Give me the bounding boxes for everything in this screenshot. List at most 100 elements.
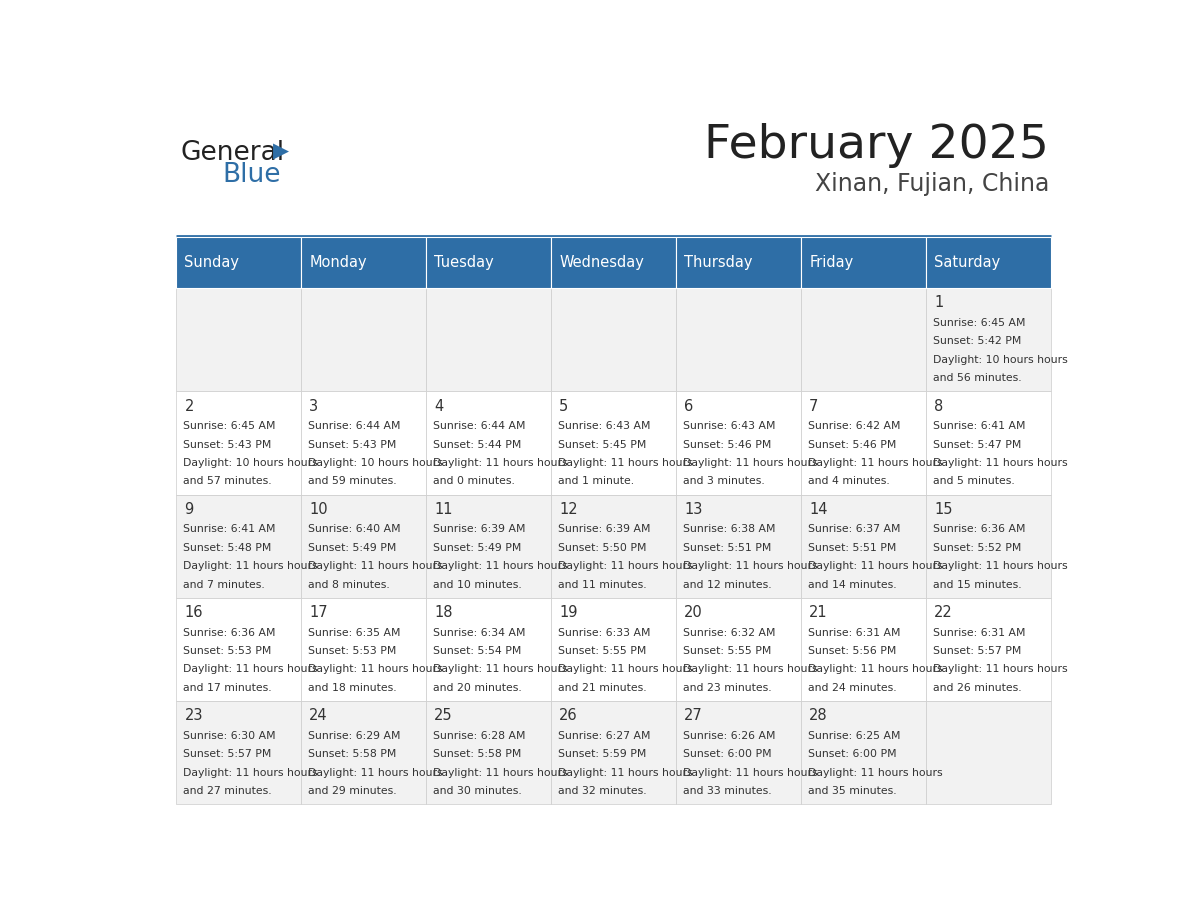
Text: and 59 minutes.: and 59 minutes. <box>309 476 397 487</box>
Text: Sunset: 5:48 PM: Sunset: 5:48 PM <box>183 543 272 553</box>
Text: Sunset: 5:47 PM: Sunset: 5:47 PM <box>934 440 1022 450</box>
Text: Sunrise: 6:44 AM: Sunrise: 6:44 AM <box>309 421 400 431</box>
Text: and 30 minutes.: and 30 minutes. <box>434 786 523 796</box>
Bar <box>301 238 426 288</box>
Text: Tuesday: Tuesday <box>435 255 494 270</box>
Text: and 18 minutes.: and 18 minutes. <box>309 683 397 693</box>
Bar <box>801 391 925 495</box>
Text: Sunset: 6:00 PM: Sunset: 6:00 PM <box>683 749 772 759</box>
Text: and 56 minutes.: and 56 minutes. <box>934 373 1022 383</box>
Text: Sunset: 5:56 PM: Sunset: 5:56 PM <box>808 646 897 656</box>
Bar <box>551 598 676 701</box>
Text: 6: 6 <box>684 398 694 413</box>
Text: Sunrise: 6:32 AM: Sunrise: 6:32 AM <box>683 628 776 638</box>
Text: Monday: Monday <box>309 255 367 270</box>
Text: and 10 minutes.: and 10 minutes. <box>434 579 523 589</box>
Bar <box>301 598 426 701</box>
Bar <box>551 701 676 804</box>
Text: Daylight: 11 hours hours: Daylight: 11 hours hours <box>934 458 1068 468</box>
Text: Daylight: 11 hours hours: Daylight: 11 hours hours <box>309 767 443 778</box>
Text: Sunset: 5:57 PM: Sunset: 5:57 PM <box>934 646 1022 656</box>
Text: Sunrise: 6:35 AM: Sunrise: 6:35 AM <box>309 628 400 638</box>
Text: 22: 22 <box>934 605 953 620</box>
Bar <box>426 598 551 701</box>
Text: and 20 minutes.: and 20 minutes. <box>434 683 523 693</box>
Text: Daylight: 11 hours hours: Daylight: 11 hours hours <box>434 767 568 778</box>
Text: Sunset: 6:00 PM: Sunset: 6:00 PM <box>808 749 897 759</box>
Text: Sunset: 5:52 PM: Sunset: 5:52 PM <box>934 543 1022 553</box>
Text: ▶: ▶ <box>273 141 289 162</box>
Text: and 57 minutes.: and 57 minutes. <box>183 476 272 487</box>
Text: Daylight: 11 hours hours: Daylight: 11 hours hours <box>683 458 817 468</box>
Text: Sunset: 5:59 PM: Sunset: 5:59 PM <box>558 749 646 759</box>
Bar <box>925 288 1051 391</box>
Text: Sunset: 5:58 PM: Sunset: 5:58 PM <box>309 749 397 759</box>
Bar <box>551 391 676 495</box>
Text: Sunday: Sunday <box>184 255 240 270</box>
Text: Thursday: Thursday <box>684 255 753 270</box>
Text: Daylight: 11 hours hours: Daylight: 11 hours hours <box>434 665 568 675</box>
Bar <box>676 598 801 701</box>
Bar <box>551 238 676 288</box>
Text: Sunset: 5:58 PM: Sunset: 5:58 PM <box>434 749 522 759</box>
Text: Daylight: 11 hours hours: Daylight: 11 hours hours <box>808 561 943 571</box>
Text: Sunset: 5:46 PM: Sunset: 5:46 PM <box>683 440 772 450</box>
Text: Sunrise: 6:39 AM: Sunrise: 6:39 AM <box>434 524 526 534</box>
Text: 11: 11 <box>435 502 453 517</box>
Bar <box>176 701 301 804</box>
Text: Daylight: 11 hours hours: Daylight: 11 hours hours <box>434 458 568 468</box>
Text: 15: 15 <box>934 502 953 517</box>
Text: 18: 18 <box>435 605 453 620</box>
Bar <box>925 391 1051 495</box>
Bar <box>676 288 801 391</box>
Text: Daylight: 11 hours hours: Daylight: 11 hours hours <box>558 458 693 468</box>
Text: Sunrise: 6:43 AM: Sunrise: 6:43 AM <box>683 421 776 431</box>
Text: 12: 12 <box>560 502 577 517</box>
Text: 20: 20 <box>684 605 703 620</box>
Text: Saturday: Saturday <box>934 255 1000 270</box>
Bar <box>426 495 551 598</box>
Text: Sunrise: 6:29 AM: Sunrise: 6:29 AM <box>309 731 400 741</box>
Text: Daylight: 11 hours hours: Daylight: 11 hours hours <box>558 665 693 675</box>
Bar <box>426 701 551 804</box>
Text: 28: 28 <box>809 708 828 723</box>
Bar <box>925 701 1051 804</box>
Bar <box>676 701 801 804</box>
Text: Sunrise: 6:25 AM: Sunrise: 6:25 AM <box>808 731 901 741</box>
Text: 10: 10 <box>309 502 328 517</box>
Text: Daylight: 11 hours hours: Daylight: 11 hours hours <box>183 767 318 778</box>
Bar <box>801 598 925 701</box>
Text: Sunrise: 6:27 AM: Sunrise: 6:27 AM <box>558 731 651 741</box>
Bar <box>176 495 301 598</box>
Text: 3: 3 <box>309 398 318 413</box>
Text: Sunset: 5:42 PM: Sunset: 5:42 PM <box>934 336 1022 346</box>
Bar <box>676 391 801 495</box>
Text: and 14 minutes.: and 14 minutes. <box>808 579 897 589</box>
Text: 14: 14 <box>809 502 828 517</box>
Text: February 2025: February 2025 <box>704 123 1049 168</box>
Text: Blue: Blue <box>222 162 280 188</box>
Bar <box>176 238 301 288</box>
Bar <box>301 495 426 598</box>
Text: Sunset: 5:57 PM: Sunset: 5:57 PM <box>183 749 272 759</box>
Text: and 1 minute.: and 1 minute. <box>558 476 634 487</box>
Text: 17: 17 <box>309 605 328 620</box>
Text: 27: 27 <box>684 708 703 723</box>
Bar <box>925 598 1051 701</box>
Text: Daylight: 11 hours hours: Daylight: 11 hours hours <box>558 561 693 571</box>
Text: and 3 minutes.: and 3 minutes. <box>683 476 765 487</box>
Text: Sunset: 5:49 PM: Sunset: 5:49 PM <box>434 543 522 553</box>
Text: Sunset: 5:44 PM: Sunset: 5:44 PM <box>434 440 522 450</box>
Text: and 21 minutes.: and 21 minutes. <box>558 683 647 693</box>
Text: Wednesday: Wednesday <box>560 255 644 270</box>
Text: Daylight: 11 hours hours: Daylight: 11 hours hours <box>558 767 693 778</box>
Bar <box>426 288 551 391</box>
Text: Daylight: 10 hours hours: Daylight: 10 hours hours <box>183 458 318 468</box>
Text: Sunset: 5:53 PM: Sunset: 5:53 PM <box>183 646 272 656</box>
Text: Sunrise: 6:28 AM: Sunrise: 6:28 AM <box>434 731 526 741</box>
Bar <box>176 391 301 495</box>
Bar <box>801 288 925 391</box>
Text: Sunset: 5:43 PM: Sunset: 5:43 PM <box>183 440 272 450</box>
Text: 7: 7 <box>809 398 819 413</box>
Text: Daylight: 11 hours hours: Daylight: 11 hours hours <box>683 665 817 675</box>
